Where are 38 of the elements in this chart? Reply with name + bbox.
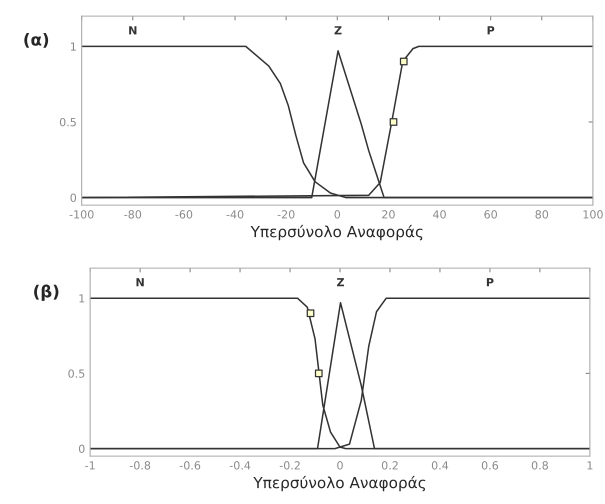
x-tick-label: 0.8 bbox=[532, 461, 548, 470]
series-label: N bbox=[136, 278, 144, 286]
x-tick-label: 100 bbox=[584, 210, 603, 219]
x-tick-label: 1 bbox=[588, 461, 592, 470]
x-tick-label: -80 bbox=[124, 210, 142, 219]
x-tick-label: -0.6 bbox=[180, 461, 200, 470]
series-label: N bbox=[129, 26, 136, 34]
x-axis-title: Υπερσύνολο Αναφοράς bbox=[250, 224, 422, 240]
y-tick-label: 0 bbox=[78, 444, 85, 453]
series-label: Z bbox=[336, 278, 344, 286]
x-tick-label: -0.2 bbox=[280, 461, 300, 470]
x-tick-label: 60 bbox=[484, 210, 497, 219]
x-tick-label: 40 bbox=[433, 210, 446, 219]
y-tick-label: 0.5 bbox=[60, 118, 76, 126]
x-tick-label: 20 bbox=[382, 210, 395, 219]
series-label: P bbox=[486, 278, 494, 286]
text: (β) bbox=[34, 284, 58, 301]
x-tick-label: 0.2 bbox=[382, 461, 398, 470]
x-tick-label: 0 bbox=[337, 461, 343, 470]
x-tick-label: -60 bbox=[175, 210, 192, 219]
y-tick-label: 0.5 bbox=[68, 369, 84, 378]
y-tick-label: 1 bbox=[79, 294, 84, 302]
series-label: P bbox=[488, 26, 494, 34]
x-tick-label: -40 bbox=[226, 210, 244, 219]
x-tick-label: 0.4 bbox=[432, 461, 448, 470]
x-axis-title: Υπερσύνολο Αναφοράς bbox=[253, 476, 426, 492]
text: (α) bbox=[24, 32, 48, 48]
x-tick-label: 80 bbox=[535, 210, 548, 219]
x-tick-label: -20 bbox=[278, 210, 294, 219]
x-tick-label: 0 bbox=[334, 210, 340, 219]
x-tick-label: -100 bbox=[70, 210, 94, 219]
x-tick-label: -1 bbox=[85, 461, 95, 470]
series-label: Z bbox=[334, 26, 342, 34]
y-tick-label: 0 bbox=[70, 194, 76, 202]
y-tick-label: 1 bbox=[70, 42, 76, 51]
x-tick-label: 0.6 bbox=[482, 461, 498, 470]
x-tick-label: -0.8 bbox=[130, 461, 150, 470]
x-tick-label: -0.4 bbox=[230, 461, 250, 470]
